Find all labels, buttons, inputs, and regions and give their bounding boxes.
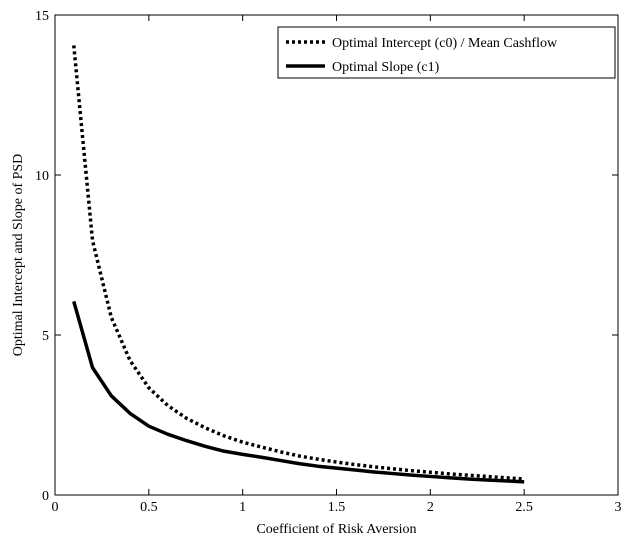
axis-ticks: 0 0.5 1 1.5 2 2.5 3 0 5 10 15	[35, 9, 622, 515]
legend-box	[277, 26, 616, 79]
x-axis-label: Coefficient of Risk Aversion	[256, 522, 416, 537]
legend: Optimal Intercept (c0) / Mean Cashflow Op…	[277, 26, 616, 79]
series-line-2	[72, 300, 525, 484]
x-tick-label: 1	[239, 500, 246, 515]
y-tick-label: 0	[42, 489, 49, 504]
x-tick-label: 2.5	[515, 500, 533, 515]
x-tick-label: 2	[427, 500, 434, 515]
x-tick-label: 0.5	[140, 500, 158, 515]
legend-entry-2: Optimal Slope (c1)	[332, 60, 440, 75]
x-tick-label: 3	[615, 500, 622, 515]
legend-entry-1: Optimal Intercept (c0) / Mean Cashflow	[332, 36, 558, 51]
plot-frame	[54, 14, 619, 496]
y-axis-label: Optimal Intercept and Slope of PSD	[11, 154, 26, 357]
y-tick-label: 5	[42, 329, 49, 344]
x-tick-label: 0	[52, 500, 59, 515]
y-tick-label: 10	[35, 169, 49, 184]
x-tick-label: 1.5	[328, 500, 346, 515]
series-layer	[72, 45, 525, 484]
plot-area-border	[54, 14, 619, 496]
y-tick-label: 15	[35, 9, 49, 24]
series-line-1	[72, 45, 525, 481]
